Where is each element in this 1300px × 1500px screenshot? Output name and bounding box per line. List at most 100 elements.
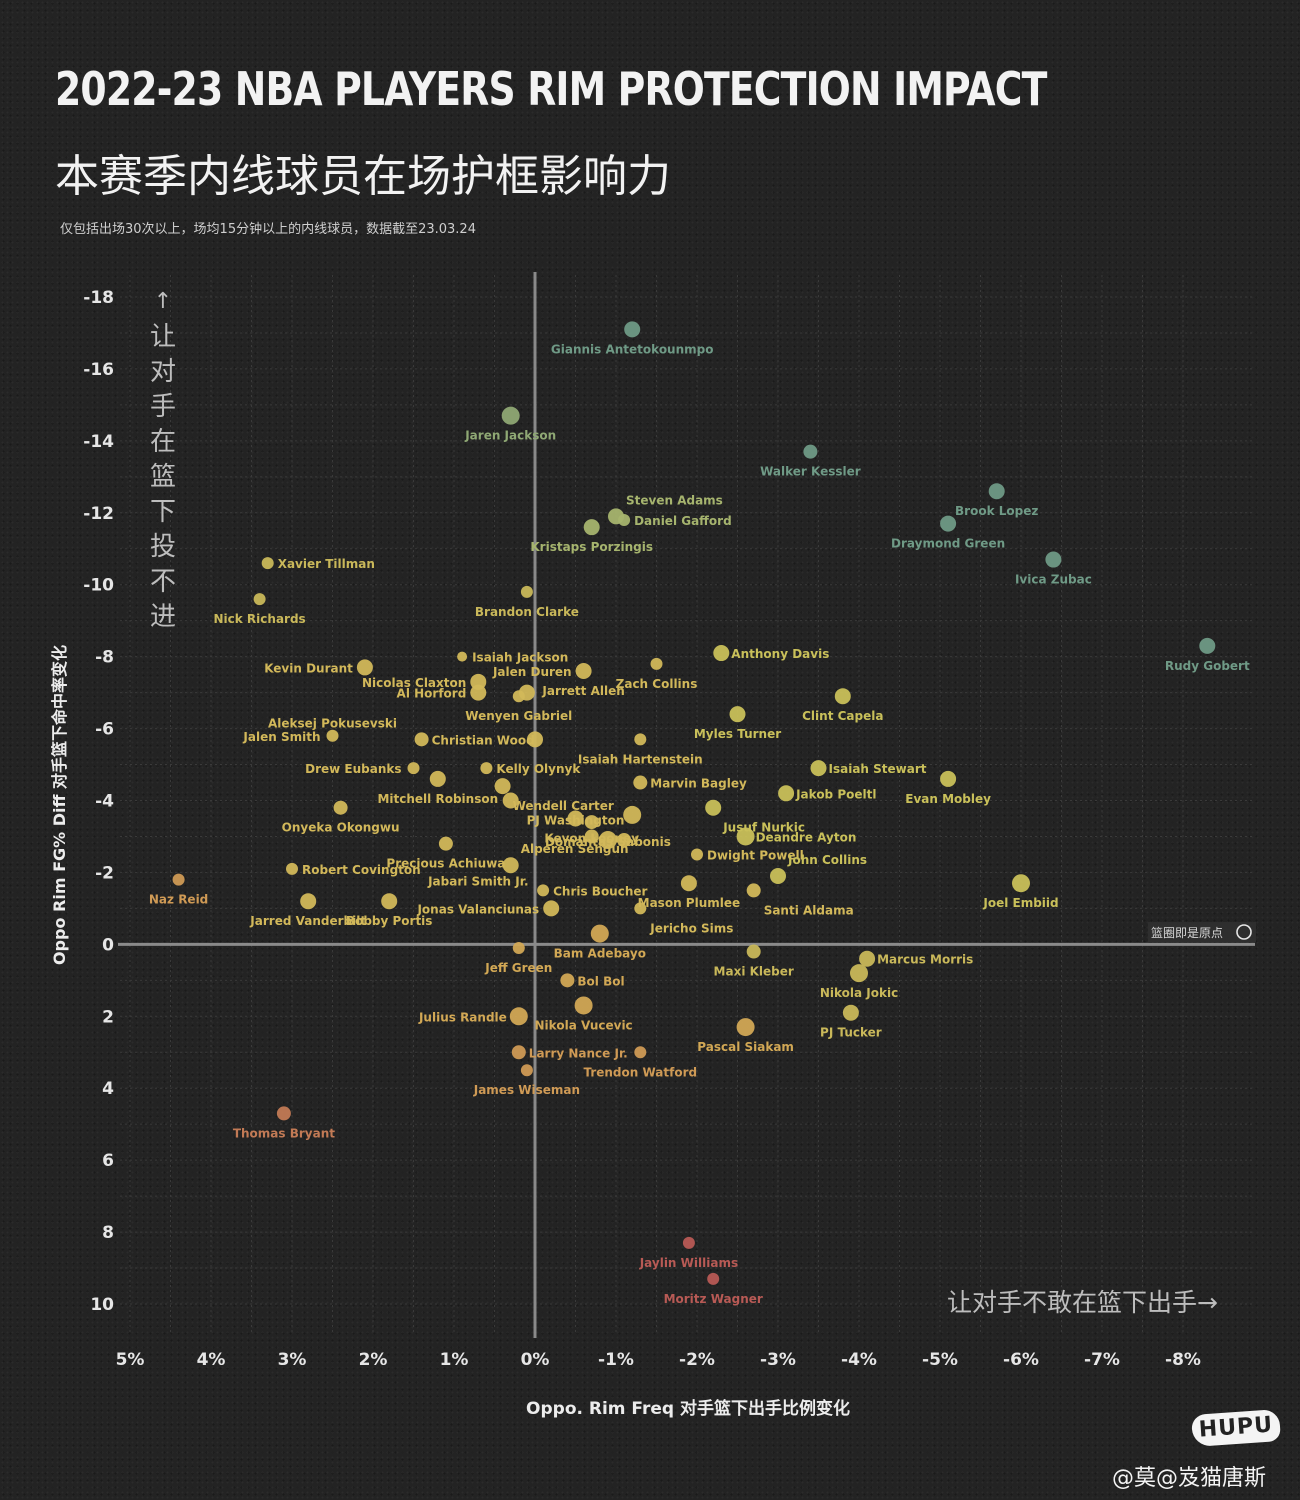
point-label: Giannis Antetokounmpo [551, 342, 714, 356]
y-annotation-char: 对 [150, 357, 176, 387]
point-label: Nicolas Claxton [362, 676, 466, 690]
point-label: Christian Wood [432, 733, 535, 747]
data-point [736, 827, 755, 846]
data-point [713, 645, 730, 662]
y-tick-label: -6 [95, 720, 114, 740]
data-point [276, 1106, 291, 1121]
y-annotation-char: 在 [150, 427, 176, 457]
x-tick-label: -3% [760, 1350, 796, 1370]
data-point [509, 1007, 528, 1026]
data-point [574, 996, 593, 1015]
x-tick-label: 2% [359, 1350, 388, 1370]
data-point [567, 810, 584, 827]
x-tick-label: -7% [1084, 1350, 1120, 1370]
point-label: Marvin Bagley [650, 777, 747, 791]
data-point [333, 800, 348, 815]
data-point [623, 805, 642, 824]
data-point [560, 973, 575, 988]
point-label: Jonas Valanciunas [416, 902, 539, 916]
point-label: Jaylin Williams [639, 1256, 738, 1270]
point-label: Wendell Carter [513, 799, 614, 813]
point-label: Kevin Durant [264, 661, 353, 675]
point-label: Chris Boucher [553, 884, 647, 898]
point-label: Brandon Clarke [475, 605, 579, 619]
x-axis-label: Oppo. Rim Freq 对手篮下出手比例变化 [526, 1398, 850, 1419]
data-point [940, 515, 957, 532]
point-label: Isaiah Hartenstein [578, 752, 703, 766]
data-point [1012, 874, 1030, 893]
point-label: Nikola Jokic [820, 986, 898, 1000]
data-point [834, 688, 851, 705]
x-tick-label: -8% [1165, 1350, 1201, 1370]
x-tick-label: -5% [922, 1350, 958, 1370]
data-point [575, 663, 592, 680]
point-label: Maxi Kleber [714, 965, 794, 979]
x-tick-label: 3% [278, 1350, 307, 1370]
point-label: Marcus Morris [877, 953, 973, 967]
point-label: Dwight Powell [707, 848, 804, 862]
point-label: Bam Adebayo [554, 947, 646, 961]
data-point [527, 731, 543, 748]
point-label: Rudy Gobert [1165, 659, 1250, 673]
point-label: Joel Embiid [982, 896, 1058, 910]
point-label: Kelly Olynyk [496, 762, 581, 776]
point-label: Domantas Sabonis [545, 835, 671, 849]
y-tick-label: 4 [102, 1079, 114, 1099]
data-point [617, 833, 632, 848]
data-point [1199, 637, 1216, 654]
point-label: Bol Bol [577, 974, 624, 988]
point-label: Onyeka Okongwu [282, 821, 400, 835]
data-point [1045, 551, 1062, 568]
point-label: Aleksej Pokusevski [268, 716, 397, 730]
point-label: Steven Adams [626, 493, 723, 507]
data-point [634, 733, 647, 746]
data-point [537, 884, 550, 897]
data-point [633, 775, 648, 790]
y-tick-label: -10 [83, 576, 114, 596]
point-label: Nick Richards [214, 612, 306, 626]
point-label: Kevon Looney [544, 831, 639, 845]
point-label: Kristaps Porzingis [530, 540, 653, 554]
x-tick-label: 4% [197, 1350, 226, 1370]
data-point [381, 893, 398, 910]
origin-label: 篮圈即是原点 [1151, 925, 1223, 940]
point-label: Jakob Poeltl [795, 787, 876, 801]
y-annotation-char: 篮 [150, 462, 176, 492]
data-point [457, 651, 468, 662]
origin-label-box [1148, 922, 1256, 942]
point-label: Robert Covington [302, 863, 421, 877]
point-label: Isaiah Jackson [472, 651, 568, 665]
data-point [634, 902, 647, 915]
watermark: @莫@岌猫唐斯 [1112, 1466, 1267, 1491]
point-label: Jabari Smith Jr. [427, 875, 528, 889]
point-label: Naz Reid [149, 893, 208, 907]
y-annotation-char: 投 [150, 532, 176, 562]
data-point [414, 732, 429, 747]
data-point [502, 857, 519, 874]
point-label: Drew Eubanks [305, 762, 401, 776]
point-label: Myles Turner [694, 727, 781, 741]
point-label: Jusuf Nurkic [722, 821, 805, 835]
data-point [590, 924, 609, 943]
data-point [988, 483, 1005, 500]
y-tick-label: 10 [90, 1295, 114, 1315]
x-tick-label: -4% [841, 1350, 877, 1370]
data-point [501, 406, 520, 425]
data-point [520, 1064, 533, 1077]
x-tick-label: 0% [521, 1350, 550, 1370]
point-label: Mitchell Robinson [377, 792, 498, 806]
data-point [583, 519, 600, 536]
point-label: Jaren Jackson [464, 429, 556, 443]
data-point [172, 873, 185, 886]
point-label: Pascal Siakam [697, 1040, 794, 1054]
data-point [680, 875, 697, 892]
point-label: Wenyen Gabriel [465, 709, 572, 723]
point-label: Al Horford [397, 687, 467, 701]
x-tick-label: -2% [679, 1350, 715, 1370]
y-tick-label: -14 [83, 432, 114, 452]
hupu-logo: HUPU [1190, 1408, 1282, 1448]
data-point [512, 941, 525, 954]
data-point [584, 815, 599, 830]
point-label: Julius Randle [418, 1010, 507, 1024]
